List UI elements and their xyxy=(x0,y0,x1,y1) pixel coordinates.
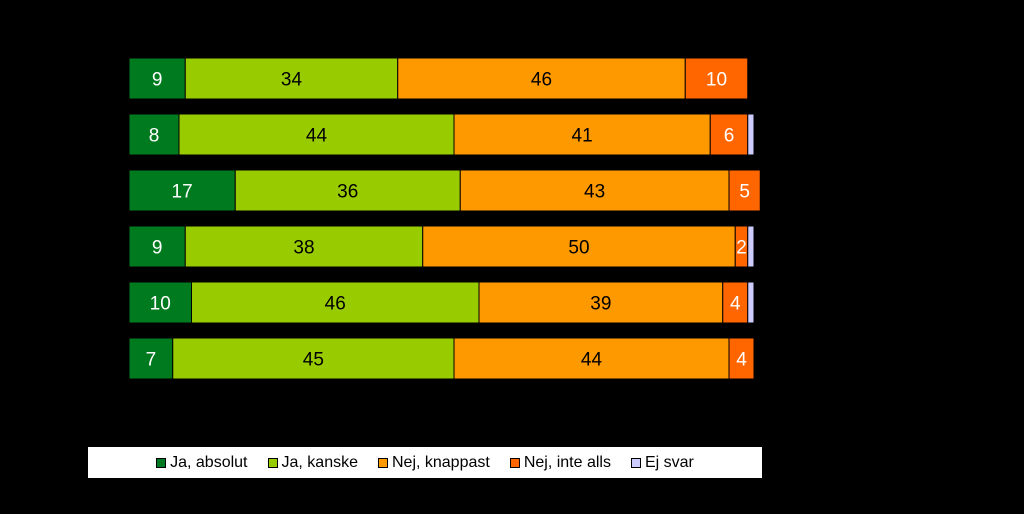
bar-segment xyxy=(128,281,192,324)
bar-row: 7 45 44 4 xyxy=(128,337,755,380)
data-label: 50 xyxy=(568,238,589,259)
bar-segment xyxy=(453,113,711,156)
legend-item: Ja, kanske xyxy=(267,453,358,472)
data-label: 4 xyxy=(730,294,741,315)
data-label: 2 xyxy=(736,238,747,259)
bar-segment xyxy=(128,225,186,268)
bar-segment xyxy=(747,225,755,268)
bar-segment xyxy=(172,337,455,380)
data-label: 44 xyxy=(581,350,603,371)
bar-segment xyxy=(453,337,730,380)
bar-row: 10 46 39 4 xyxy=(128,281,755,324)
bar-segment xyxy=(747,113,755,156)
bar-segment xyxy=(728,337,755,380)
legend-swatch xyxy=(509,457,520,468)
data-label: 9 xyxy=(152,238,163,259)
bar-segment xyxy=(128,169,236,212)
data-label: 39 xyxy=(590,294,611,315)
bar-row: 9 38 50 2 xyxy=(128,225,755,268)
bar-segment xyxy=(191,281,480,324)
bar-segment xyxy=(178,113,455,156)
bar-segment xyxy=(184,225,424,268)
bar-segment xyxy=(709,113,749,156)
legend-item: Ja, absolut xyxy=(156,453,248,472)
bar-segment xyxy=(728,169,761,212)
data-label: 10 xyxy=(706,70,727,91)
data-label: 38 xyxy=(293,238,314,259)
legend-swatch xyxy=(156,457,167,468)
data-label: 46 xyxy=(531,70,552,91)
data-label: 7 xyxy=(146,350,157,371)
legend-item: Ej svar xyxy=(630,453,694,472)
data-label: 4 xyxy=(736,350,747,371)
bar-segment xyxy=(234,169,461,212)
legend-swatch xyxy=(377,457,388,468)
data-label: 46 xyxy=(325,294,346,315)
data-label: 44 xyxy=(306,126,328,147)
data-label: 41 xyxy=(572,126,593,147)
data-label: 9 xyxy=(152,70,163,91)
bar-segment xyxy=(184,57,399,100)
data-label: 6 xyxy=(724,126,735,147)
legend-label: Nej, inte alls xyxy=(523,453,611,471)
bar-row: 8 44 41 6 xyxy=(128,113,755,156)
bar-segment xyxy=(747,281,755,324)
bar-segment xyxy=(128,57,186,100)
data-label: 17 xyxy=(172,182,193,203)
legend-label: Nej, knappast xyxy=(391,453,490,471)
legend: Ja, absolut Ja, kanske Nej, knappast Nej, i… xyxy=(88,447,762,478)
legend-label: Ej svar xyxy=(644,453,694,471)
data-label: 5 xyxy=(739,182,750,203)
legend-item: Nej, inte alls xyxy=(509,453,611,472)
data-label: 10 xyxy=(150,294,171,315)
bar-segment xyxy=(128,113,180,156)
bar-segment xyxy=(478,281,724,324)
legend-label: Ja, kanske xyxy=(281,453,358,471)
bar-row: 9 34 46 10 xyxy=(128,57,749,100)
data-label: 34 xyxy=(281,70,303,91)
legend-item: Nej, knappast xyxy=(377,453,490,472)
bar-segment xyxy=(684,57,749,100)
bar-segment xyxy=(397,57,686,100)
legend-label: Ja, absolut xyxy=(170,453,248,471)
legend-swatch xyxy=(630,457,641,468)
data-label: 8 xyxy=(149,126,160,147)
data-label: 43 xyxy=(584,182,605,203)
legend-swatch xyxy=(267,457,278,468)
data-label: 45 xyxy=(303,350,324,371)
bar-segment xyxy=(722,281,749,324)
bar-row: 17 36 43 5 xyxy=(128,169,761,212)
data-label: 36 xyxy=(337,182,358,203)
